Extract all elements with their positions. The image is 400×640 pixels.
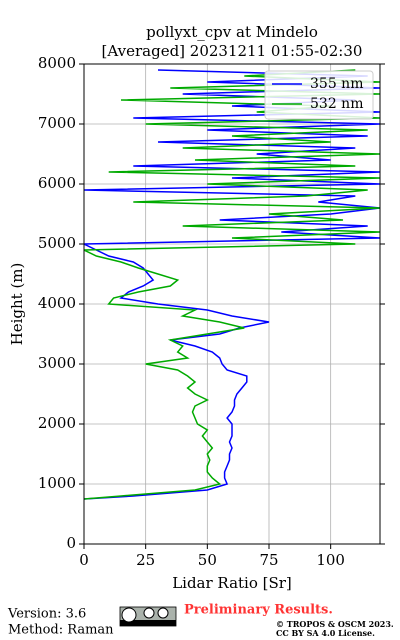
chart-subtitle: [Averaged] 20231211 01:55-02:30: [102, 42, 363, 60]
y-tick-label: 1000: [38, 474, 76, 492]
y-tick-label: 2000: [38, 414, 76, 432]
x-tick-label: 25: [136, 551, 155, 569]
plot-lines: [84, 69, 380, 500]
legend-box: [264, 70, 374, 120]
profile-line: [84, 69, 380, 500]
notice: Preliminary Results.: [184, 603, 333, 618]
copyright: © TROPOS & OSCM 2023.: [276, 619, 394, 629]
x-axis-label: Lidar Ratio [Sr]: [172, 574, 292, 592]
version: Version: 3.6: [7, 607, 86, 622]
y-tick-label: 3000: [38, 354, 76, 372]
y-tick-label: 4000: [38, 294, 76, 312]
y-tick-label: 6000: [38, 174, 76, 192]
y-tick-label: 8000: [38, 54, 76, 72]
y-axis-label: Height (m): [8, 263, 26, 346]
y-tick-label: 0: [66, 534, 76, 552]
x-tick-label: 0: [79, 551, 89, 569]
y-tick-label: 5000: [38, 234, 76, 252]
y-tick-label: 7000: [38, 114, 76, 132]
legend-label: 532 nm: [310, 96, 363, 112]
x-tick-label: 75: [259, 551, 278, 569]
legend-label: 355 nm: [310, 76, 363, 92]
cc-badge: [119, 606, 177, 627]
x-tick-label: 50: [198, 551, 217, 569]
license: CC BY SA 4.0 License.: [276, 628, 375, 638]
chart-title: pollyxt_cpv at Mindelo: [146, 23, 318, 41]
x-tick-label: 100: [316, 551, 345, 569]
profile-line: [84, 69, 380, 500]
legend: 355 nm 532 nm: [264, 70, 374, 120]
method: Method: Raman: [8, 623, 114, 638]
